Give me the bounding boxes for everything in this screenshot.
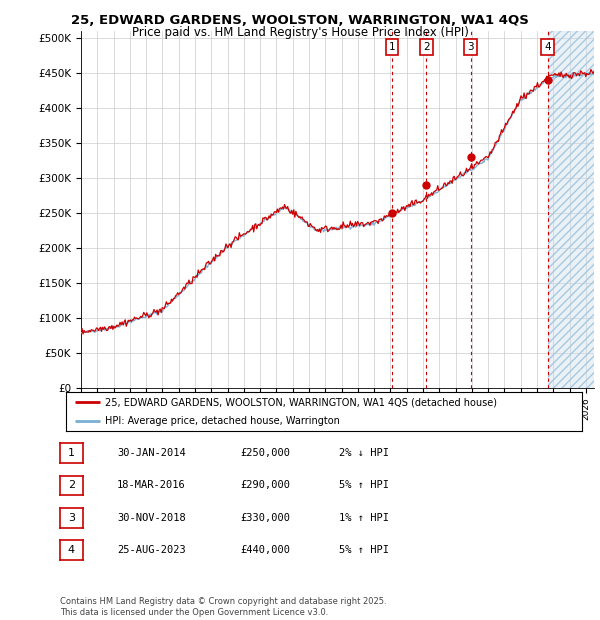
Text: 25, EDWARD GARDENS, WOOLSTON, WARRINGTON, WA1 4QS: 25, EDWARD GARDENS, WOOLSTON, WARRINGTON… (71, 14, 529, 27)
Text: 4: 4 (68, 545, 75, 555)
Text: 25-AUG-2023: 25-AUG-2023 (117, 545, 186, 555)
Text: £330,000: £330,000 (240, 513, 290, 523)
Text: 2: 2 (423, 42, 430, 52)
Text: 1: 1 (388, 42, 395, 52)
Text: 2: 2 (68, 480, 75, 490)
Text: £290,000: £290,000 (240, 480, 290, 490)
Text: Price paid vs. HM Land Registry's House Price Index (HPI): Price paid vs. HM Land Registry's House … (131, 26, 469, 39)
Text: 5% ↑ HPI: 5% ↑ HPI (339, 480, 389, 490)
Text: 1: 1 (68, 448, 75, 458)
Text: 5% ↑ HPI: 5% ↑ HPI (339, 545, 389, 555)
Bar (548, 31, 594, 388)
Text: 3: 3 (68, 513, 75, 523)
Text: 30-NOV-2018: 30-NOV-2018 (117, 513, 186, 523)
Text: 30-JAN-2014: 30-JAN-2014 (117, 448, 186, 458)
Text: 2% ↓ HPI: 2% ↓ HPI (339, 448, 389, 458)
Bar (548, 31, 594, 388)
Text: 4: 4 (544, 42, 551, 52)
Text: 18-MAR-2016: 18-MAR-2016 (117, 480, 186, 490)
Text: £250,000: £250,000 (240, 448, 290, 458)
Text: HPI: Average price, detached house, Warrington: HPI: Average price, detached house, Warr… (104, 416, 340, 427)
Text: 1% ↑ HPI: 1% ↑ HPI (339, 513, 389, 523)
Text: Contains HM Land Registry data © Crown copyright and database right 2025.
This d: Contains HM Land Registry data © Crown c… (60, 598, 386, 617)
Text: £440,000: £440,000 (240, 545, 290, 555)
Text: 3: 3 (467, 42, 474, 52)
Text: 25, EDWARD GARDENS, WOOLSTON, WARRINGTON, WA1 4QS (detached house): 25, EDWARD GARDENS, WOOLSTON, WARRINGTON… (104, 397, 497, 407)
